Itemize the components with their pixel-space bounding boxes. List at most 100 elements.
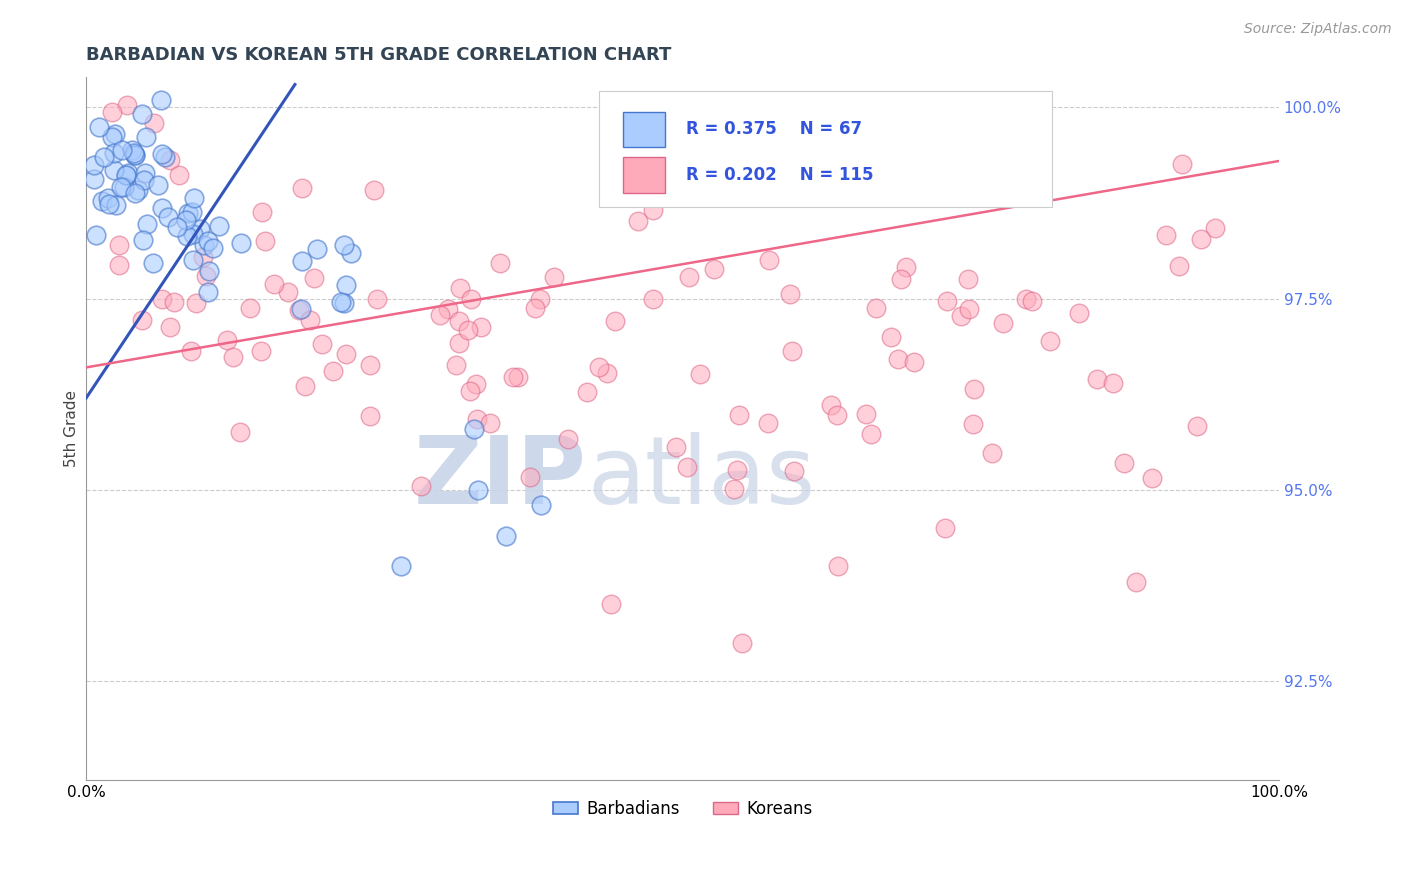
Point <box>159 320 181 334</box>
Point <box>820 398 842 412</box>
Point <box>529 293 551 307</box>
Point <box>194 268 217 283</box>
Point <box>107 238 129 252</box>
Point <box>84 227 107 242</box>
Point <box>124 148 146 162</box>
Point <box>894 260 917 274</box>
Point <box>703 261 725 276</box>
Point <box>903 355 925 369</box>
Point <box>675 459 697 474</box>
Point <box>176 228 198 243</box>
Point <box>110 179 132 194</box>
Point <box>115 168 138 182</box>
Point <box>409 479 432 493</box>
Point <box>335 347 357 361</box>
Point <box>731 635 754 649</box>
Point <box>83 172 105 186</box>
Point <box>1142 471 1164 485</box>
Point <box>124 186 146 200</box>
Point <box>291 181 314 195</box>
Point <box>311 336 333 351</box>
Y-axis label: 5th Grade: 5th Grade <box>65 390 79 467</box>
Point <box>103 146 125 161</box>
Point <box>291 253 314 268</box>
Point <box>176 213 198 227</box>
Point <box>934 521 956 535</box>
Point <box>329 294 352 309</box>
Point <box>758 252 780 267</box>
Point <box>101 105 124 120</box>
Point <box>115 168 138 182</box>
Point <box>150 146 173 161</box>
FancyBboxPatch shape <box>599 91 1052 207</box>
Point <box>1087 372 1109 386</box>
Point <box>444 358 467 372</box>
Point <box>860 427 883 442</box>
Point <box>167 168 190 182</box>
Point <box>335 277 357 292</box>
Point <box>605 313 627 327</box>
Point <box>780 344 803 359</box>
Point <box>197 234 219 248</box>
Point <box>98 197 121 211</box>
Point <box>124 148 146 162</box>
Point <box>470 319 492 334</box>
Point <box>228 425 250 439</box>
Point <box>457 323 479 337</box>
Point <box>449 281 471 295</box>
Point <box>723 483 745 497</box>
Point <box>250 344 273 359</box>
Point <box>489 256 512 270</box>
Point <box>962 417 984 431</box>
Point <box>626 214 648 228</box>
Point <box>127 183 149 197</box>
Point <box>467 412 489 426</box>
Point <box>465 377 488 392</box>
Point <box>188 221 211 235</box>
Point <box>543 270 565 285</box>
Point <box>957 272 980 286</box>
Legend: Barbadians, Koreans: Barbadians, Koreans <box>546 793 820 825</box>
Point <box>827 408 849 422</box>
Point <box>222 350 245 364</box>
Point <box>1114 456 1136 470</box>
Text: R = 0.202    N = 115: R = 0.202 N = 115 <box>686 166 873 184</box>
Point <box>159 153 181 168</box>
Point <box>193 238 215 252</box>
Point <box>150 293 173 307</box>
Point <box>186 296 208 310</box>
Bar <box>623 157 665 193</box>
Point <box>180 344 202 359</box>
Point <box>1015 292 1038 306</box>
Point <box>340 246 363 260</box>
Point <box>1185 419 1208 434</box>
Point <box>197 285 219 299</box>
Text: Source: ZipAtlas.com: Source: ZipAtlas.com <box>1244 22 1392 37</box>
Point <box>163 295 186 310</box>
Point <box>183 191 205 205</box>
Point <box>1170 157 1192 171</box>
Point <box>239 301 262 315</box>
Point <box>447 335 470 350</box>
Point <box>665 440 688 454</box>
Point <box>756 416 779 430</box>
Point <box>981 446 1004 460</box>
Point <box>132 234 155 248</box>
Point <box>333 237 356 252</box>
Text: ZIP: ZIP <box>415 432 588 524</box>
Point <box>135 130 157 145</box>
Point <box>887 352 910 367</box>
Point <box>963 382 986 396</box>
Point <box>479 416 502 430</box>
Point <box>177 206 200 220</box>
Point <box>1168 259 1191 273</box>
Point <box>252 205 274 219</box>
Point <box>779 287 801 301</box>
Text: atlas: atlas <box>588 432 815 524</box>
Point <box>495 528 517 542</box>
Point <box>950 309 973 323</box>
Text: BARBADIAN VS KOREAN 5TH GRADE CORRELATION CHART: BARBADIAN VS KOREAN 5TH GRADE CORRELATIO… <box>86 46 672 64</box>
Point <box>304 271 326 285</box>
Point <box>725 462 748 476</box>
Point <box>332 295 354 310</box>
